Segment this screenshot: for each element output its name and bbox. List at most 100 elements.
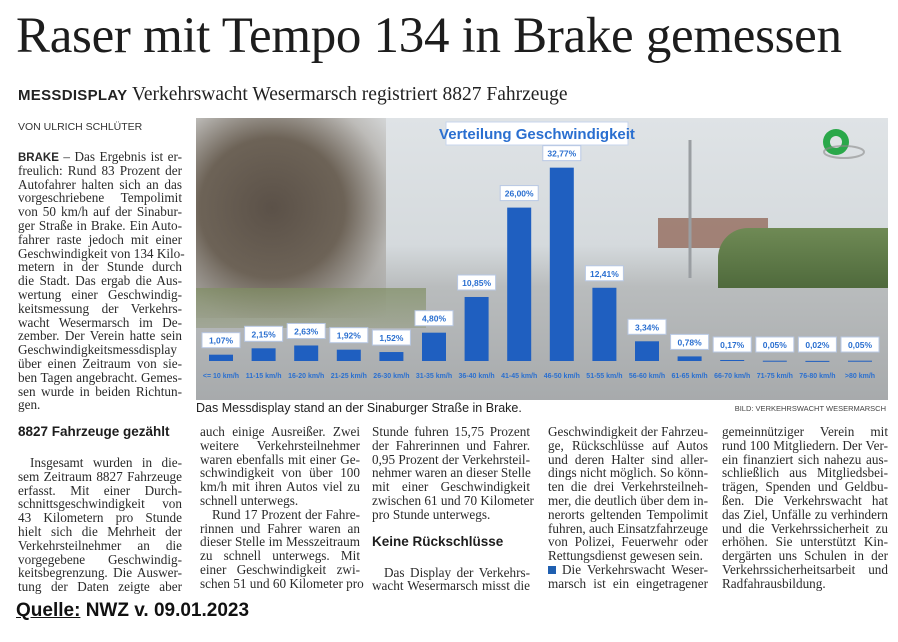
text-line: schen 51 und 60 Kilometer pro: [200, 576, 364, 591]
dateline: BRAKE: [18, 152, 59, 164]
category-label: 71-75 km/h: [757, 373, 793, 380]
text-line: wertung einer Geschwindig-: [18, 288, 182, 302]
text-line-content: ge, Rückschlüsse auf Autos: [548, 437, 708, 453]
text-line: zu schnell unterwegs. Mit: [200, 549, 360, 563]
text-line: ger Straße in Brake. Ein Auto-: [18, 219, 182, 233]
text-line: ßen. Die Verkehrswacht hat: [722, 494, 888, 508]
category-label: 46-50 km/h: [544, 373, 580, 380]
data-label: 1,07%: [209, 336, 234, 346]
bar: [549, 167, 574, 361]
text-line-content: von 50 km/h auf der Sinabur-: [18, 204, 182, 220]
text-line: 0,95 Prozent der Verkehrsteil-: [372, 451, 530, 467]
category-label: 41-45 km/h: [501, 373, 537, 380]
text-line: metern in der Stunde durch: [18, 260, 182, 274]
bar: [294, 345, 319, 361]
data-label: 2,15%: [252, 329, 277, 339]
category-label: 51-55 km/h: [586, 373, 622, 380]
text-line-content: trägen, Spenden und Geldbu-: [722, 479, 888, 495]
text-line-content: schwindigkeit von über 100: [200, 465, 360, 481]
text-line-content: 43 Kilometern pro Stunde: [18, 510, 182, 526]
text-line-content: mer, die deutlich über dem in-: [548, 492, 708, 508]
data-label-box: [286, 322, 326, 339]
category-label: 56-60 km/h: [629, 373, 665, 380]
text-line: waren ebenfalls mit einer Ge-: [200, 452, 360, 467]
text-line: das Ziel, Unfälle zu verhindern: [722, 507, 888, 522]
data-label: 12,41%: [590, 269, 619, 279]
text-line: Verkehrsteilnehmer an die: [18, 538, 182, 553]
text-line: zember. Der Verein hatte sein: [18, 329, 182, 343]
bar: [209, 354, 233, 361]
text-line: und deren Halter sind aller-: [548, 452, 708, 467]
bar: [805, 360, 830, 362]
text-line: Geschwindigkeit von 134 Kilo-: [18, 245, 185, 261]
text-line-content: keitsbegrenzung. Die Auswer-: [18, 565, 182, 581]
text-line: von Polizei, Feuerwehr oder: [548, 535, 708, 549]
text-line: erfasst. Mit einer Durch-: [18, 483, 182, 498]
text-line-content: dings nicht möglich. So könn-: [548, 465, 708, 481]
text-line-content: erhöhen. Sie unterstützt Kin-: [722, 534, 888, 550]
text-line-content: schnittsgeschwindigkeit von: [18, 496, 182, 512]
text-line-content: ten die drei Verkehrsteilneh-: [548, 479, 708, 495]
text-line-content: Stunde fuhren 15,75 Prozent: [372, 424, 530, 439]
text-line: Rettungsdienst gewesen sein.: [548, 549, 708, 563]
bar: [720, 359, 745, 361]
source-text: NWZ v. 09.01.2023: [85, 600, 250, 621]
photo-caption: Das Messdisplay stand an der Sinaburger …: [196, 401, 522, 415]
text-line: trägen, Spenden und Geldbu-: [722, 480, 888, 494]
text-line: fahrer raste jedoch mit einer: [18, 232, 182, 247]
text-line: weitere Verkehrsteilnehmer: [200, 438, 360, 453]
data-label: 1,92%: [337, 331, 362, 341]
text-line-content: schließlich aus Mitgliedsbei-: [722, 465, 888, 481]
data-label: 0,05%: [848, 340, 873, 350]
text-line-content: rund 100 Mitgliedern. Der Ver-: [722, 437, 888, 453]
text-line: Das Display der Verkehrs-: [372, 565, 530, 580]
logo-icon: [823, 129, 865, 159]
text-line: rinnen und Fahrer waren an: [200, 521, 360, 536]
category-label: 76-80 km/h: [799, 373, 835, 380]
body-column-3: Stunde fuhren 15,75 Prozent der Fahrerinn…: [372, 425, 534, 593]
text-line: von 50 km/h auf der Sinabur-: [18, 205, 182, 219]
text-line-content: Geschwindigkeit von 134 Kilo-: [18, 245, 185, 261]
text-line: pro Stunde unterwegs.: [372, 507, 530, 522]
text-line-content: zember. Der Verein hatte sein: [18, 328, 182, 344]
text-line-content: marsch ist ein eingetragener: [548, 575, 708, 591]
text-line: dergärten uns Schulen in der: [722, 549, 888, 563]
text-line: mer, die deutlich über dem in-: [548, 494, 708, 508]
text-line: BRAKE – Das Ergebnis ist er-: [18, 150, 182, 164]
text-line-content: freulich: Rund 83 Prozent der: [18, 162, 182, 178]
data-label-box: [244, 325, 284, 342]
text-line: 43 Kilometern pro Stunde: [18, 511, 182, 525]
text-line-content: sem Zeitraum 8827 Fahrzeuge: [18, 468, 182, 484]
text-line: auch einige Ausreißer. Zwei: [200, 425, 360, 439]
text-line-content: keitsmessung der Verkehrs-: [18, 300, 182, 316]
lead-column: BRAKE – Das Ergebnis ist er-freulich: Ru…: [18, 150, 185, 413]
category-label: <= 10 km/h: [203, 373, 239, 380]
text-line-content: gen.: [18, 397, 41, 413]
data-label-box: [627, 318, 667, 335]
body-column-1: 8827 Fahrzeuge gezählt Insgesamt wurden i…: [18, 424, 182, 594]
text-line: vorgegebene Geschwindig-: [18, 551, 182, 567]
data-label: 0,02%: [805, 340, 830, 350]
data-label: 3,34%: [635, 322, 660, 332]
text-line-content: vorgegebene Geschwindig-: [18, 551, 182, 567]
category-label: 11-15 km/h: [246, 373, 282, 380]
text-line: schwindigkeit von über 100: [200, 466, 360, 480]
section-heading: Keine Rückschlüsse: [372, 533, 504, 549]
text-line-content: ein finanziert sich nahezu aus-: [722, 451, 888, 467]
category-label: 26-30 km/h: [373, 373, 409, 380]
speed-distribution-chart: Verteilung Geschwindigkeit 1,07% <= 10 km…: [201, 121, 880, 380]
bar: [422, 332, 446, 361]
text-line: Radfahrausbildung.: [722, 576, 888, 591]
bar: [677, 356, 702, 361]
data-label-box: [329, 327, 369, 344]
source-note: Quelle: NWZ v. 09.01.2023: [16, 600, 249, 622]
bar: [464, 296, 489, 361]
text-line: Stunde fuhren 15,75 Prozent: [372, 425, 530, 439]
text-line-content: die Stadt. Das ergab die Aus-: [18, 273, 182, 289]
text-line: Geschwindigkeitsmessdisplay: [18, 343, 182, 357]
text-line: und die Verkehrssicherheit zu: [722, 521, 888, 536]
text-line-content: 0,95 Prozent der Verkehrsteil-: [372, 451, 530, 467]
text-line: Autofahrer halten sich an das: [18, 177, 182, 192]
text-line-content: wertung einer Geschwindig-: [18, 286, 182, 302]
text-line: wacht Wesermarsch im De-: [18, 315, 182, 330]
